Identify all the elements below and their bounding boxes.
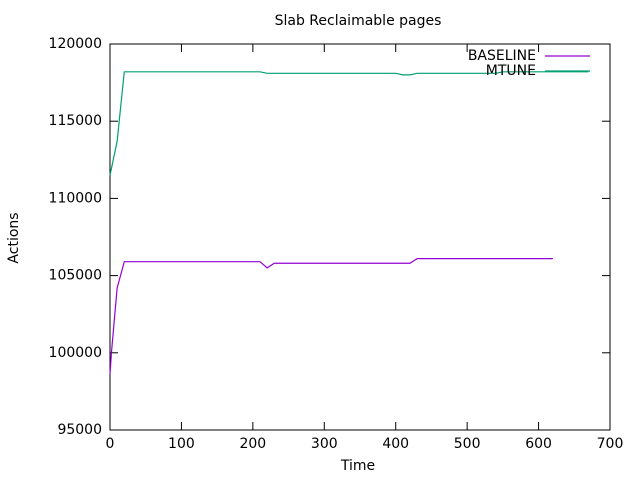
y-tick-label: 120000 [49, 36, 102, 52]
y-tick-label: 95000 [57, 422, 102, 438]
chart-title: Slab Reclaimable pages [275, 13, 442, 29]
x-tick-label: 700 [597, 436, 624, 452]
y-axis-label: Actions [6, 212, 22, 263]
x-tick-label: 0 [106, 436, 115, 452]
y-tick-label: 110000 [49, 190, 102, 206]
x-axis-label: Time [340, 458, 375, 474]
plot-border [109, 43, 611, 431]
x-tick-label: 300 [311, 436, 338, 452]
x-tick-label: 600 [525, 436, 552, 452]
x-tick-label: 200 [239, 436, 266, 452]
x-tick-label: 500 [454, 436, 481, 452]
legend-label: MTUNE [486, 63, 536, 79]
y-tick-label: 115000 [49, 113, 102, 129]
x-tick-label: 100 [168, 436, 195, 452]
line-series [109, 258, 553, 375]
legend-label: BASELINE [468, 48, 536, 64]
y-tick-label: 105000 [49, 268, 102, 284]
line-series [109, 71, 589, 176]
y-tick-label: 100000 [49, 345, 102, 361]
x-tick-label: 400 [382, 436, 409, 452]
